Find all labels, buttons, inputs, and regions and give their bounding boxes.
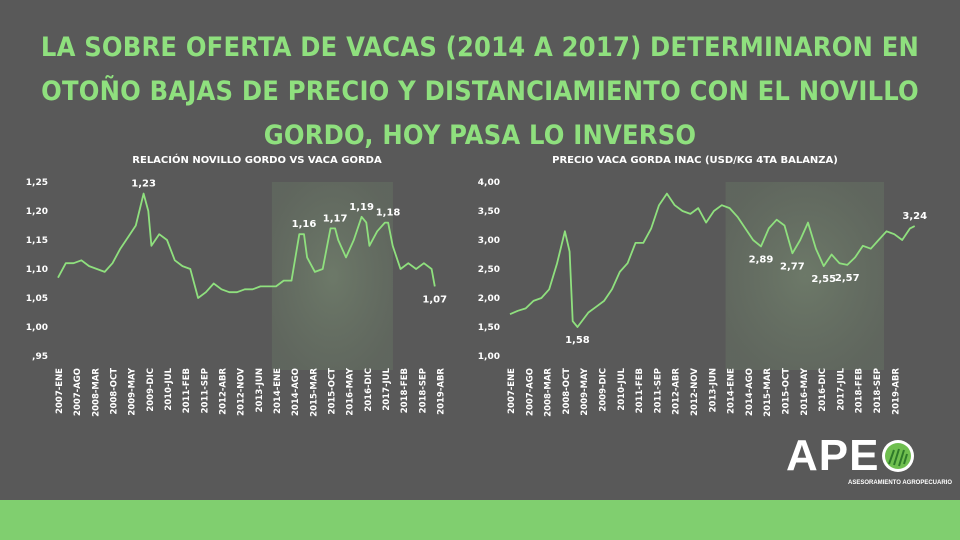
x-tick-label: 2009-MAY <box>580 367 590 415</box>
x-tick-label: 2007-ENE <box>507 368 517 414</box>
logo-subtitle: ASESORAMIENTO AGROPECUARIO <box>848 480 953 486</box>
y-tick-label: ,95 <box>32 352 48 362</box>
chart-precio-vaca-gorda: PRECIO VACA GORDA INAC (USD/KG 4TA BALAN… <box>478 155 927 417</box>
y-tick-label: 1,10 <box>26 265 48 275</box>
y-tick-label: 1,50 <box>478 323 500 333</box>
data-label: 2,77 <box>780 261 805 272</box>
x-tick-label: 2019-ABR <box>891 368 901 415</box>
x-tick-label: 2017-JUL <box>836 367 846 410</box>
x-tick-label: 2007-AGO <box>73 368 83 416</box>
x-tick-label: 2014-ENE <box>727 368 737 414</box>
chart-title: RELACIÓN NOVILLO GORDO VS VACA GORDA <box>132 153 382 166</box>
y-tick-label: 1,15 <box>26 236 48 246</box>
ape-logo: APE ASESORAMIENTO AGROPECUARIO <box>786 431 952 492</box>
series-line <box>57 192 436 299</box>
x-tick-label: 2015-MAR <box>309 368 319 417</box>
y-tick-label: 1,00 <box>26 323 48 333</box>
x-tick-label: 2011-FEB <box>635 368 645 413</box>
x-tick-label: 2018-FEB <box>400 368 410 413</box>
x-tick-label: 2019-ABR <box>436 368 446 415</box>
x-tick-label: 2017-JUL <box>382 367 392 410</box>
data-label: 1,16 <box>292 219 317 230</box>
x-tick-label: 2007-AGO <box>525 368 535 416</box>
y-tick-label: 1,20 <box>26 207 48 217</box>
globe-icon <box>882 440 914 472</box>
x-tick-label: 2010-JUL <box>164 367 174 410</box>
x-tick-label: 2016-DIC <box>818 368 828 412</box>
y-tick-label: 3,00 <box>478 236 500 246</box>
x-tick-label: 2016-DIC <box>364 368 374 412</box>
y-tick-label: 2,50 <box>478 265 500 275</box>
chart-title: PRECIO VACA GORDA INAC (USD/KG 4TA BALAN… <box>552 155 838 166</box>
x-tick-label: 2008-OCT <box>109 368 119 415</box>
x-tick-label: 2007-ENE <box>55 368 65 414</box>
y-tick-label: 2,00 <box>478 294 500 304</box>
x-tick-label: 2009-MAY <box>128 367 138 415</box>
logo-text: APE <box>786 431 880 480</box>
x-tick-label: 2009-DIC <box>599 368 609 412</box>
x-tick-label: 2013-JUN <box>255 368 265 412</box>
x-tick-label: 2015-OCT <box>782 368 792 415</box>
y-tick-label: 1,25 <box>26 178 48 188</box>
chart-relacion-novillo-vaca: RELACIÓN NOVILLO GORDO VS VACA GORDA ,95 1… <box>26 153 447 417</box>
x-tick-label: 2013-JUN <box>708 368 718 412</box>
x-tick-label: 2008-MAR <box>544 368 554 417</box>
x-tick-label: 2014-ENE <box>273 368 283 414</box>
x-tick-label: 2008-MAR <box>91 368 101 417</box>
data-label: 3,24 <box>902 211 927 222</box>
y-tick-label: 4,00 <box>478 178 500 188</box>
data-label: 1,19 <box>349 202 374 213</box>
x-tick-label: 2009-DIC <box>146 368 156 412</box>
data-label: 2,55 <box>811 274 836 285</box>
data-label: 1,17 <box>323 213 348 224</box>
data-label: 1,18 <box>376 208 401 219</box>
x-tick-label: 2011-SEP <box>200 368 210 413</box>
x-tick-label: 2018-SEP <box>418 368 428 413</box>
x-tick-label: 2010-JUL <box>617 367 627 410</box>
highlight-band <box>725 182 885 370</box>
x-tick-label: 2014-AGO <box>291 368 301 416</box>
data-label: 1,07 <box>422 294 447 305</box>
x-tick-label: 2008-OCT <box>562 368 572 415</box>
x-tick-label: 2015-MAR <box>763 368 773 417</box>
x-tick-label: 2014-AGO <box>745 368 755 416</box>
y-tick-label: 3,50 <box>478 207 500 217</box>
x-tick-label: 2016-MAY <box>800 367 810 415</box>
x-tick-label: 2012-ABR <box>218 368 228 415</box>
x-tick-label: 2011-SEP <box>653 368 663 413</box>
series-line <box>509 192 916 328</box>
y-tick-label: 1,05 <box>26 294 48 304</box>
x-tick-label: 2018-SEP <box>873 368 883 413</box>
data-label: 2,89 <box>749 254 774 265</box>
x-tick-label: 2016-MAY <box>346 367 356 415</box>
data-label: 1,23 <box>131 179 156 190</box>
data-label: 1,58 <box>565 335 590 346</box>
x-tick-label: 2011-FEB <box>182 368 192 413</box>
x-tick-label: 2015-OCT <box>327 368 337 415</box>
x-tick-label: 2018-FEB <box>855 368 865 413</box>
footer-bar <box>0 500 960 540</box>
slide-title: LA SOBRE OFERTA DE VACAS (2014 A 2017) D… <box>40 32 920 151</box>
x-tick-label: 2012-NOV <box>690 368 700 416</box>
x-tick-label: 2012-NOV <box>237 368 247 416</box>
data-label: 2,57 <box>835 273 860 284</box>
x-tick-label: 2012-ABR <box>672 368 682 415</box>
y-tick-label: 1,00 <box>478 352 500 362</box>
